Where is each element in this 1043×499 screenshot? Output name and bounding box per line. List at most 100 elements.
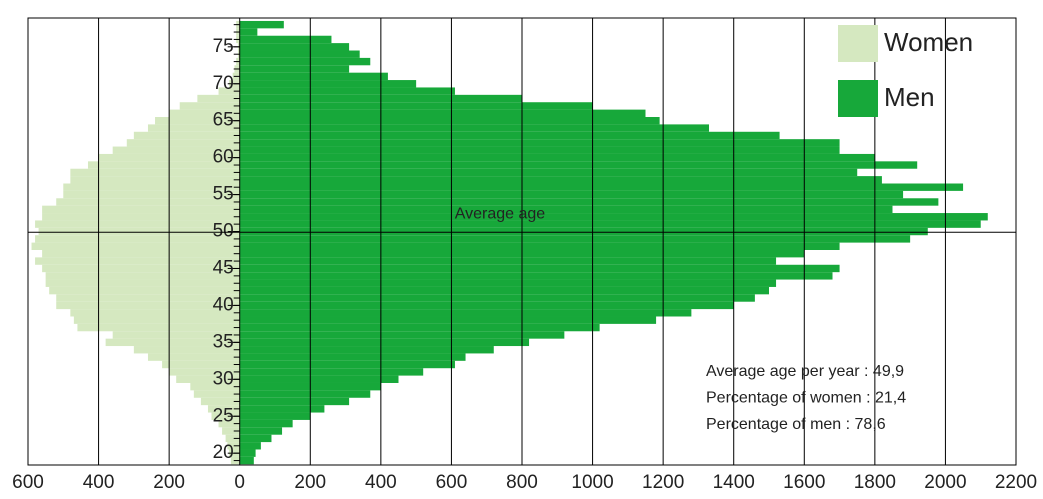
bar — [77, 323, 240, 332]
bar — [42, 264, 240, 273]
y-tick-label: 40 — [213, 294, 234, 315]
bar — [45, 279, 240, 287]
x-tick-label: 1400 — [713, 472, 755, 493]
bar — [239, 220, 981, 228]
legend-label: Women — [884, 27, 973, 57]
bar — [56, 301, 240, 310]
annotation: Percentage of men : 78,6 — [706, 416, 886, 433]
bar — [63, 190, 240, 199]
bar — [239, 346, 494, 354]
bar — [218, 87, 240, 95]
x-tick-label: 800 — [506, 472, 538, 493]
bar — [239, 205, 893, 214]
bar — [45, 272, 240, 280]
x-tick-label: 400 — [83, 472, 115, 493]
bar — [239, 65, 350, 73]
bar — [239, 360, 455, 369]
y-tick-label: 60 — [213, 147, 234, 168]
bar — [239, 279, 777, 287]
bar — [147, 124, 240, 132]
bar — [239, 168, 858, 177]
annotation: Average age per year : 49,9 — [706, 363, 904, 380]
bar — [239, 390, 371, 398]
bar — [70, 168, 240, 177]
bar — [239, 294, 755, 302]
x-tick-label: 1200 — [642, 472, 684, 493]
bar — [239, 427, 283, 435]
bar — [239, 35, 332, 44]
bar — [207, 405, 240, 413]
bar — [239, 50, 360, 58]
bar — [190, 382, 240, 391]
bar — [169, 368, 240, 376]
bar — [239, 139, 840, 147]
bar — [222, 427, 240, 435]
bar — [239, 235, 911, 243]
bar — [218, 419, 240, 428]
bar — [239, 190, 904, 199]
bar — [239, 405, 325, 413]
bar — [155, 117, 240, 125]
y-tick-label: 30 — [213, 368, 234, 389]
bar — [227, 442, 240, 450]
bar — [239, 397, 350, 406]
bar — [105, 338, 240, 347]
bar — [176, 375, 240, 383]
bar — [239, 442, 261, 450]
bar — [179, 102, 240, 110]
bar — [56, 294, 240, 302]
y-tick-label: 50 — [213, 221, 234, 242]
y-tick-label: 35 — [213, 331, 234, 352]
bar — [239, 213, 988, 221]
y-tick-label: 65 — [213, 110, 234, 131]
bar — [49, 286, 240, 295]
bar — [239, 183, 964, 191]
bar — [239, 57, 371, 66]
bar — [31, 242, 240, 250]
bar — [126, 139, 240, 147]
bar — [133, 346, 240, 354]
y-tick-label: 70 — [213, 73, 234, 94]
bar — [239, 109, 646, 118]
bar — [38, 227, 240, 236]
bar — [239, 353, 466, 361]
y-tick-label: 25 — [213, 405, 234, 426]
x-tick-label: 200 — [153, 472, 185, 493]
bar — [239, 102, 593, 110]
legend-label: Men — [884, 82, 935, 112]
bar — [239, 456, 254, 465]
x-tick-label: 1000 — [571, 472, 613, 493]
bar — [56, 198, 240, 206]
bar — [225, 434, 240, 443]
bar — [87, 161, 240, 169]
bar — [239, 80, 417, 88]
y-tick-label: 20 — [213, 442, 234, 463]
bar — [35, 257, 240, 265]
bar — [239, 323, 600, 332]
bar — [162, 360, 240, 369]
bar — [193, 390, 240, 398]
bar — [239, 43, 350, 51]
bar — [35, 235, 240, 243]
bar — [239, 257, 777, 265]
bar — [70, 309, 240, 317]
legend-swatch — [838, 80, 878, 117]
bar — [239, 72, 388, 81]
y-tick-label: 75 — [213, 36, 234, 57]
bar — [211, 412, 240, 420]
bar — [239, 153, 875, 162]
bar — [239, 28, 258, 36]
bar — [133, 131, 240, 140]
bar — [73, 316, 240, 324]
bar — [239, 434, 272, 443]
plot-frame — [27, 17, 1017, 466]
legend-swatch — [838, 25, 878, 62]
bar — [239, 20, 284, 29]
bar — [239, 331, 565, 339]
bar — [239, 264, 840, 273]
bar — [239, 272, 833, 280]
bar — [169, 109, 240, 118]
x-tick-label: 600 — [436, 472, 468, 493]
bar — [239, 412, 311, 420]
